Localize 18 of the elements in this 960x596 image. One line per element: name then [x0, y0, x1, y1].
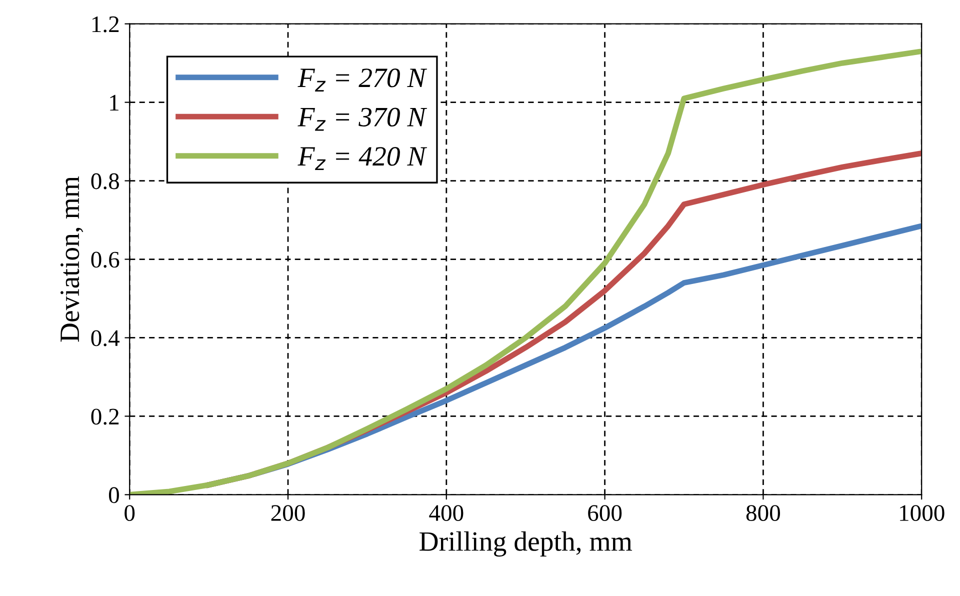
- legend-label: F$_{z}$ = 370 N: [298, 108, 428, 131]
- y-tick-label: 0.8: [91, 173, 119, 190]
- x-tick-label: 1000: [900, 505, 944, 522]
- y-tick-label: 1.2: [92, 16, 119, 32]
- x-tick-label: 0: [124, 505, 135, 522]
- legend-label: F$_{z}$ = 270 N: [298, 68, 428, 92]
- x-axis-title: Drilling depth, mm: [420, 531, 632, 557]
- y-tick-label: 0.2: [91, 408, 119, 425]
- y-tick-label: 0.4: [91, 330, 120, 346]
- x-tick-label: 600: [588, 505, 622, 522]
- y-tick-label: 0.6: [91, 252, 120, 268]
- y-tick-label: 0: [108, 487, 119, 504]
- x-tick-label: 400: [429, 505, 464, 522]
- legend-label: F$_{z}$ = 420 N: [298, 147, 428, 170]
- x-tick-label: 800: [746, 505, 780, 522]
- y-axis-title: Deviation, mm: [60, 176, 84, 342]
- y-tick-label: 1: [110, 94, 118, 111]
- x-tick-label: 200: [271, 505, 305, 522]
